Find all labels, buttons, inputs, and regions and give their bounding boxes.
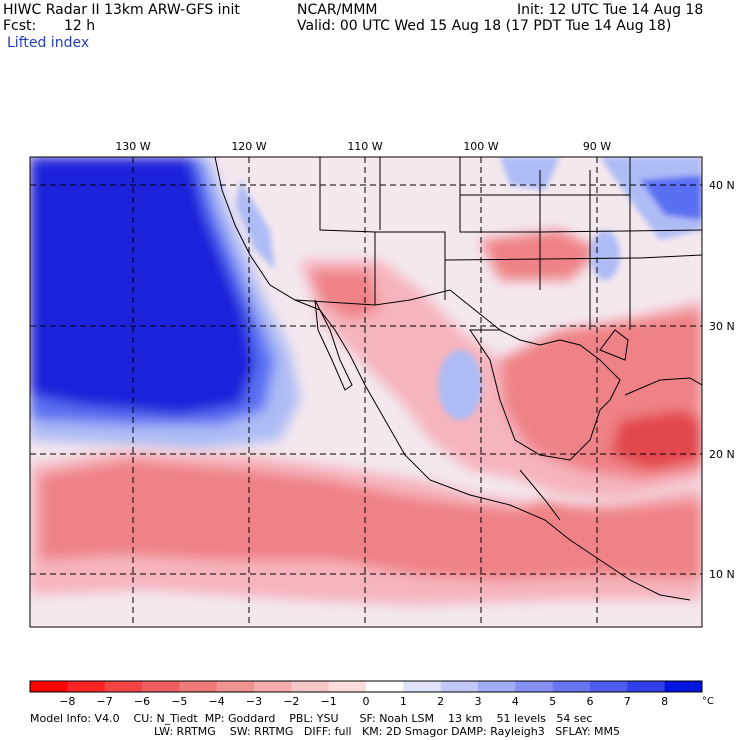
colorbar-tick-label: 7 [624,695,631,708]
colorbar-swatch [179,681,218,692]
cuba [624,377,702,396]
colorbar-tick-label: −5 [171,695,187,708]
colorbar-tick-label: 0 [363,695,370,708]
colorbar-swatch [590,681,628,692]
lat-label: 10 N [709,568,735,581]
init-time: Init: 12 UTC Tue 14 Aug 18 [517,2,704,18]
colorbar-tick-label: 5 [549,695,556,708]
colorbar-frame [29,680,703,693]
lat-label: 30 N [709,320,735,333]
colorbar-swatch [142,681,180,692]
colorbar-swatch [366,681,404,692]
state-line-d [459,157,540,233]
colorbar-swatch [291,681,330,692]
model-info-line-2: LW: RRTMG SW: RRTMG DIFF: full KM: 2D Sm… [154,725,620,738]
model-title: HIWC Radar II 13km ARW-GFS init [3,2,240,18]
lon-label: 90 W [583,140,611,153]
colorbar-swatch [552,681,591,692]
lat-label: 20 N [709,448,735,461]
gulf-of-mexico [469,329,621,461]
lon-label: 130 W [115,140,150,153]
coastlines [214,157,702,601]
map-frame [29,156,703,628]
colorbar-swatch [440,681,479,692]
colorbar-swatch [104,681,143,692]
tropical-pacific-unstable-band [30,450,702,605]
colorbar-swatch [515,681,554,692]
colorbar-tick-label: 1 [400,695,407,708]
colorbar-swatch [478,681,516,692]
colorbar-tick-label: −2 [283,695,299,708]
lon-label: 110 W [347,140,382,153]
colorbar-tick-label: −3 [246,695,262,708]
colorbar-swatch [627,681,666,692]
model-info-line-1: Model Info: V4.0 CU: N_Tiedt MP: Goddard… [30,712,593,725]
colorbar-swatch [216,681,255,692]
central-america-border [519,469,561,521]
colorbar-swatch [254,681,292,692]
field-name: Lifted index [7,35,90,51]
colorbar-tick-label: −6 [134,695,150,708]
us-mexico-border [294,289,501,331]
gulf-caribbean-unstable-region [300,230,702,500]
colorbar-labels: −8 −7 −6 −5 −4 −3 −2 −1 0 1 2 3 4 5 6 7 8 [59,695,668,708]
colorbar-swatch [30,681,68,692]
colorbar-tick-label: 8 [661,695,668,708]
state-line-j [539,229,702,233]
baja-california [314,299,353,391]
valid-time: Valid: 00 UTC Wed 15 Aug 18 (17 PDT Tue … [297,18,672,34]
continental-stable-patches [235,157,702,420]
forecast-hours: 12 h [64,18,96,34]
colorbar [29,680,703,693]
longitude-labels: 130 W 120 W 110 W 100 W 90 W [115,140,611,153]
state-line-i [444,254,702,261]
state-line-b [375,231,446,300]
pacific-stable-region [30,157,300,450]
colorbar-tick-label: −7 [97,695,113,708]
colorbar-swatch [328,681,367,692]
org-label: NCAR/MMM [297,2,378,18]
forecast-label: Fcst: [3,18,37,34]
colorbar-swatch [67,681,106,692]
colorbar-tick-label: −8 [59,695,75,708]
colorbar-tick-label: −1 [321,695,337,708]
florida [599,329,629,361]
colorbar-tick-label: 6 [587,695,594,708]
colorbar-swatch [664,681,703,692]
lat-label: 40 N [709,179,735,192]
colorbar-tick-label: −4 [209,695,225,708]
colorbar-unit: °C [702,696,714,707]
colorbar-tick-label: 4 [512,695,519,708]
colorbar-tick-label: 3 [475,695,482,708]
lon-label: 100 W [463,140,498,153]
political-boundaries [294,157,702,521]
map-field [30,157,702,627]
colorbar-swatch [403,681,442,692]
graticule [30,157,702,627]
colorbar-tick-label: 2 [437,695,444,708]
pacific-coastline [214,157,691,601]
state-line-a [319,157,376,305]
lon-label: 120 W [231,140,266,153]
latitude-labels: 40 N 30 N 20 N 10 N [709,179,735,581]
